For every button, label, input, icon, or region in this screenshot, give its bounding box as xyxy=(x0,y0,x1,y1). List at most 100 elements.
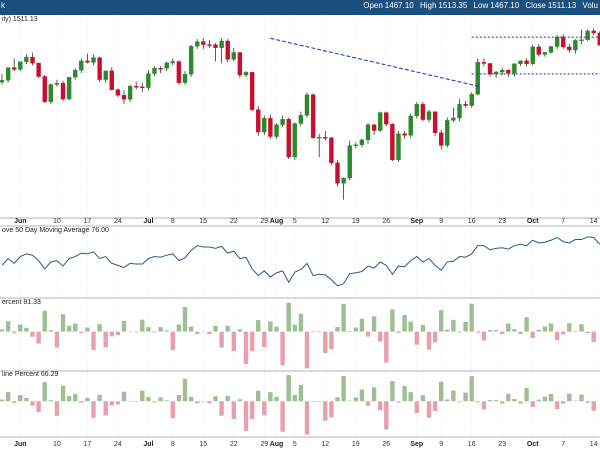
candle-body xyxy=(506,70,511,74)
candle-body xyxy=(262,118,267,133)
percent-1-bar xyxy=(591,331,596,342)
x-tick-label-bottom: 8 xyxy=(171,441,175,448)
x-tick-label-bottom: Jun xyxy=(14,441,26,448)
percent-2-bar xyxy=(548,393,554,402)
x-tick-label-bottom: 16 xyxy=(468,441,476,448)
x-tick-label-bottom: 7 xyxy=(561,441,565,448)
percent-2-bar xyxy=(487,399,493,402)
percent-2-bar xyxy=(182,378,188,402)
percent-1-bar xyxy=(317,331,322,333)
percent-1-bar xyxy=(66,325,72,332)
percent-2-bar xyxy=(378,401,383,411)
percent-2-bar xyxy=(475,401,480,403)
candle-body xyxy=(103,70,108,80)
candle-body xyxy=(548,46,554,53)
x-tick-label: 26 xyxy=(382,218,390,225)
percent-2-bar xyxy=(518,401,523,404)
percent-2-bar xyxy=(463,392,468,402)
candle-body xyxy=(542,52,548,55)
percent-1-bar xyxy=(323,331,328,354)
percent-1-bar xyxy=(5,321,11,332)
candle-body xyxy=(91,57,96,63)
percent-1-bar xyxy=(97,324,102,332)
x-tick-label: 14 xyxy=(590,218,598,225)
percent-1-bar xyxy=(262,331,267,348)
candle-body xyxy=(18,61,23,70)
percent-1-bar xyxy=(542,326,548,332)
percent-2-bar xyxy=(426,401,432,418)
candle-body xyxy=(243,72,249,76)
percent-1-bar xyxy=(426,331,432,350)
percent-1-bar xyxy=(249,331,255,352)
percent-1-bar xyxy=(170,331,175,351)
percent-1-bar xyxy=(469,303,474,332)
percent-2-bar xyxy=(54,401,60,416)
percent-1-bar xyxy=(487,330,493,332)
candle-body xyxy=(219,40,224,48)
candle-body xyxy=(475,61,480,95)
x-tick-label-bottom: 23 xyxy=(498,441,506,448)
percent-2-bar xyxy=(292,394,297,402)
candle-body xyxy=(335,162,340,184)
percent-2-bar xyxy=(439,381,444,402)
percent-2-bar xyxy=(12,401,17,403)
percent-2-bar xyxy=(73,394,78,402)
percent-2-bar xyxy=(481,401,487,410)
percent-1-bar xyxy=(115,331,121,336)
percent-2-bar xyxy=(36,401,41,413)
candle-body xyxy=(54,83,60,85)
percent-2-bar xyxy=(561,401,566,404)
percent-1-bar xyxy=(420,324,426,332)
percent-1-bar xyxy=(219,331,224,348)
percent-1-bar xyxy=(73,323,78,332)
percent-2-bar xyxy=(127,401,133,402)
candle-body xyxy=(384,112,389,125)
percent-1-bar xyxy=(530,331,535,339)
percent-2-bar xyxy=(317,401,322,402)
candle-body xyxy=(48,84,53,103)
percent-2-bar xyxy=(249,401,255,420)
percent-2-bar xyxy=(195,401,200,404)
x-tick-label: Jun xyxy=(14,218,26,225)
percent-2-bar xyxy=(103,401,108,416)
candle-body xyxy=(414,104,419,117)
candle-body xyxy=(585,30,590,40)
low-value: 1467.10 xyxy=(490,1,520,10)
percent-1-bar xyxy=(274,326,279,332)
candle-body xyxy=(109,70,115,90)
percent-2-bar xyxy=(0,399,5,402)
candle-body xyxy=(225,40,230,60)
percent-2-bar xyxy=(591,401,596,411)
percent-2-bar xyxy=(506,393,511,402)
candle-body xyxy=(359,139,365,145)
percent-1-bar xyxy=(414,331,419,345)
percent-2-bar xyxy=(268,392,273,402)
percent-2-bar xyxy=(347,400,352,402)
percent-1-bar xyxy=(579,324,584,332)
percent-panel-2-label: line Percent 66.29 xyxy=(2,371,59,378)
percent-1-bar xyxy=(451,319,456,332)
x-tick-label: Aug xyxy=(270,218,284,225)
percent-2-bar xyxy=(530,401,535,408)
percent-1-bar xyxy=(54,331,60,348)
percent-2-bar xyxy=(451,390,456,402)
candle-body xyxy=(11,67,17,70)
percent-2-bar xyxy=(231,401,236,420)
candle-body xyxy=(201,41,206,45)
percent-2-bar xyxy=(274,396,279,402)
candle-body xyxy=(115,89,121,96)
x-tick-label-bottom: Oct xyxy=(527,441,539,448)
percent-2-bar xyxy=(298,385,304,402)
percent-2-bar xyxy=(304,401,310,435)
x-tick-label: 19 xyxy=(352,218,360,225)
percent-1-bar xyxy=(60,314,66,332)
percent-1-bar xyxy=(146,327,151,332)
candle-body xyxy=(127,86,133,100)
percent-2-bar xyxy=(353,397,358,402)
candle-body xyxy=(60,83,66,100)
x-tick-label: 7 xyxy=(561,218,565,225)
percent-1-bar xyxy=(286,302,291,332)
candle-body xyxy=(371,124,377,131)
percent-1-bar xyxy=(304,331,310,369)
candle-body xyxy=(481,61,487,64)
